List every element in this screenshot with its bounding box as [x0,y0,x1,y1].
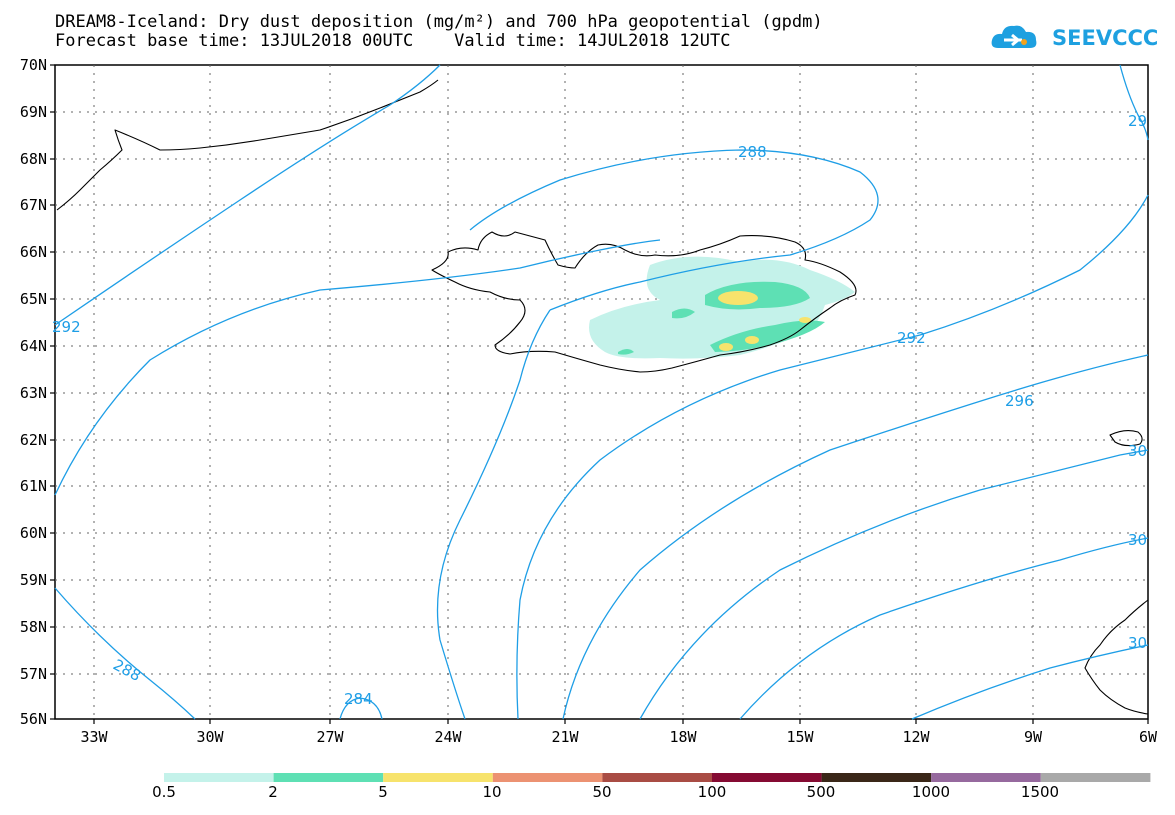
colorbar-segment [931,773,1041,782]
contour-line [436,309,551,720]
contour-line [739,537,1149,720]
dust-deposition-field [589,256,855,359]
logo-text: SEEVCCC [1052,26,1159,50]
graticule [55,65,1148,719]
contour-label: 30 [1128,634,1147,652]
colorbar-segment [712,773,822,782]
lat-label: 59N [20,571,47,589]
contour-line [639,449,1149,720]
contour-line [911,644,1149,720]
contour-line [1119,64,1149,141]
colorbar-label: 100 [697,783,727,801]
colorbar-label: 1000 [911,783,951,801]
colorbar-segment [164,773,274,782]
contour-label: 288 [110,656,144,685]
lon-label: 27W [316,728,344,746]
contour-label: 29 [1128,112,1147,130]
longitude-labels: 33W 30W 27W 24W 21W 18W 15W 12W 9W 6W [80,728,1158,746]
lon-label: 21W [551,728,579,746]
iceland-coastline [431,231,857,373]
contour-label: 30 [1128,531,1147,549]
deposition-area-5 [799,317,811,323]
deposition-area-5 [719,343,733,351]
colorbar-label: 2 [268,783,278,801]
contour-line [54,587,196,720]
contour-label: 296 [1005,392,1034,410]
colorbar-label: 1500 [1020,783,1060,801]
lat-label: 67N [20,196,47,214]
contour-line [469,149,879,311]
contour-line [562,354,1149,720]
deposition-area-2 [710,320,825,352]
colorbar-label: 0.5 [152,783,176,801]
contour-line [54,64,441,326]
deposition-area-2 [672,308,695,319]
contour-labels: 288 292 296 30 30 30 292 29 288 284 [52,112,1147,708]
lat-label: 70N [20,56,47,74]
colorbar-label: 5 [378,783,388,801]
lon-label: 9W [1024,728,1043,746]
contour-label: 292 [897,329,926,347]
coastlines [56,79,1149,715]
lon-label: 12W [902,728,930,746]
lat-label: 69N [20,103,47,121]
lat-label: 56N [20,710,47,728]
deposition-area-5 [745,336,759,344]
lon-label: 18W [669,728,697,746]
contour-line [339,697,383,720]
deposition-area-2 [618,349,634,355]
lat-label: 61N [20,477,47,495]
ticks [50,64,1149,724]
lat-label: 65N [20,290,47,308]
colorbar-segment [1040,773,1151,782]
contour-line [516,194,1149,720]
colorbar-label: 50 [592,783,612,801]
contour-line [54,239,661,496]
lon-label: 30W [196,728,224,746]
lat-label: 62N [20,431,47,449]
lat-label: 63N [20,384,47,402]
geopotential-contours [54,64,1149,720]
map-frame [54,64,1149,720]
contour-label: 288 [738,143,767,161]
colorbar-segment [602,773,712,782]
lat-label: 58N [20,618,47,636]
lon-label: 6W [1139,728,1158,746]
lon-label: 33W [80,728,108,746]
lon-label: 24W [434,728,462,746]
seevccc-logo-cloud-icon [991,25,1037,48]
lon-label: 15W [786,728,814,746]
colorbar-segment [821,773,932,782]
color-bar [164,773,1151,782]
map-title: DREAM8-Iceland: Dry dust deposition (mg/… [55,12,823,32]
deposition-area-5 [718,291,758,305]
contour-label: 30 [1128,442,1147,460]
colorbar-label: 500 [806,783,836,801]
colorbar-label: 10 [482,783,502,801]
map-subtitle: Forecast base time: 13JUL2018 00UTC Vali… [55,31,731,51]
lat-label: 60N [20,524,47,542]
colorbar-segment [273,773,384,782]
scotland-coastline [1084,599,1149,715]
lat-label: 64N [20,337,47,355]
contour-label: 292 [52,318,81,336]
colorbar-segment [383,773,493,782]
faroe-coastline [1109,429,1143,447]
contour-label: 284 [344,690,373,708]
lat-label: 66N [20,243,47,261]
lat-label: 57N [20,665,47,683]
colorbar-segment [492,773,603,782]
greenland-coastline [56,79,439,211]
lat-label: 68N [20,150,47,168]
latitude-labels: 70N 69N 68N 67N 66N 65N 64N 63N 62N 61N … [20,56,47,728]
